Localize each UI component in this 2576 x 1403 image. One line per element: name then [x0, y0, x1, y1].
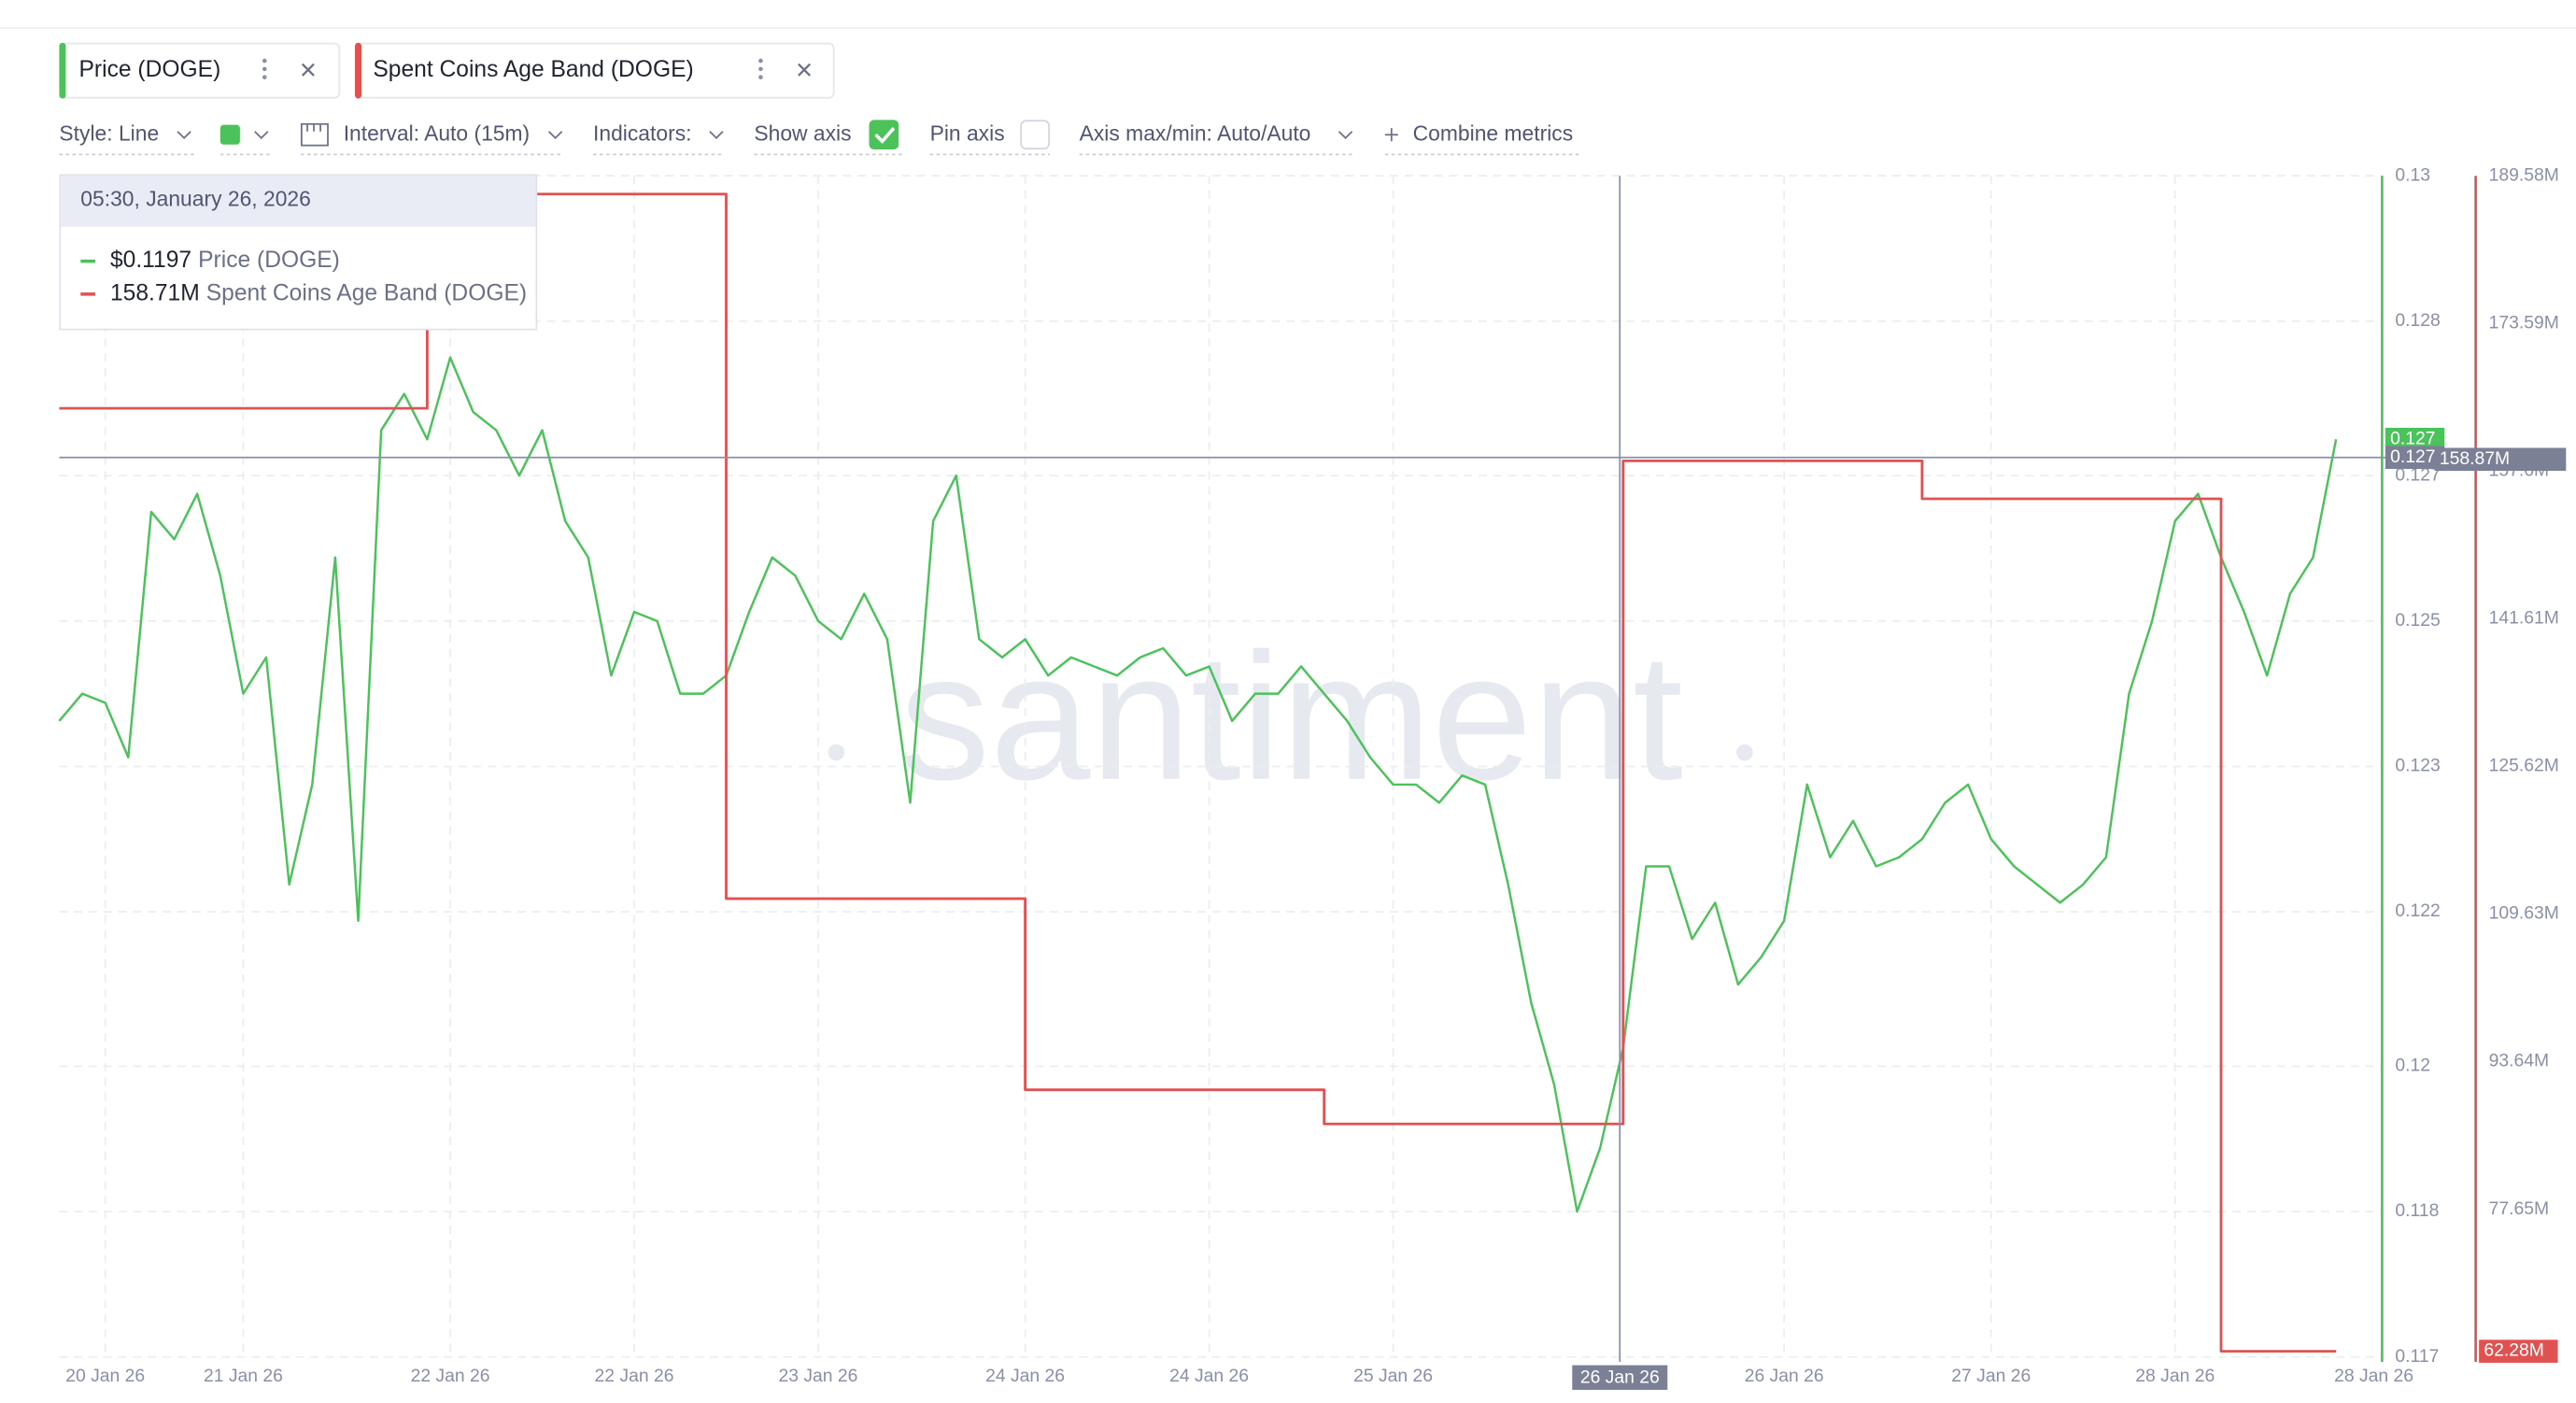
tooltip-value: 158.71M	[110, 280, 200, 305]
chevron	[709, 131, 724, 139]
chevron	[254, 131, 269, 139]
interval-select[interactable]: Interval: Auto (15m)	[344, 120, 530, 145]
y2-tick-label: 77.65M	[2489, 1198, 2549, 1219]
y-tick-label: 0.123	[2395, 756, 2440, 776]
crosshair-badge: 158.87M	[2440, 448, 2510, 469]
y2-tick-label: 173.59M	[2489, 312, 2559, 333]
x-tick-label: 27 Jan 26	[1951, 1366, 2031, 1386]
tab-close[interactable]	[301, 63, 315, 77]
interval-icon	[300, 122, 329, 147]
y2-tick-label: 125.62M	[2489, 756, 2559, 776]
x-tick-label: 24 Jan 26	[1169, 1366, 1249, 1386]
x-tick-label: 22 Jan 26	[411, 1366, 490, 1386]
x-tick-label: 25 Jan 26	[1353, 1366, 1433, 1386]
y-tick-label: 0.125	[2395, 610, 2440, 631]
tab-color	[355, 42, 362, 99]
y-tick-label: 0.128	[2395, 310, 2440, 331]
tooltip-series-name: Spent Coins Age Band (DOGE)	[206, 280, 527, 305]
crosshair-badge-bg	[2434, 447, 2567, 472]
x-tick-label: 24 Jan 26	[985, 1366, 1065, 1386]
plus-icon	[1384, 128, 1398, 142]
y-tick-label: 0.12	[2395, 1056, 2430, 1076]
y2-tick-label: 189.58M	[2489, 164, 2559, 185]
tab-color	[59, 42, 66, 99]
last-value-badge: 0.127	[2390, 428, 2435, 448]
chevron	[1338, 131, 1353, 139]
x-tick-label: 22 Jan 26	[595, 1366, 674, 1386]
y-tick-label: 0.127	[2395, 464, 2440, 485]
watermark-dot	[1736, 744, 1753, 761]
color-select[interactable]	[219, 124, 240, 145]
tooltip-header	[61, 176, 536, 227]
x-tick-label: 21 Jan 26	[204, 1366, 283, 1386]
x-tick-label: 26 Jan 26	[1745, 1366, 1824, 1386]
plot-area: santiment0.130.1280.1270.1250.1230.1220.…	[58, 164, 2567, 1390]
tooltip-date: 05:30, January 26, 2026	[80, 187, 311, 211]
last-value-badge-bg	[2479, 1339, 2558, 1363]
tooltip: 05:30, January 26, 2026 $0.1197 Price (DO…	[59, 174, 538, 331]
watermark-dot	[828, 744, 845, 761]
style-select[interactable]: Style: Line	[59, 120, 159, 145]
chevron	[177, 131, 191, 139]
pin-axis-checkbox[interactable]	[1020, 120, 1050, 150]
y-tick-label: 0.117	[2395, 1346, 2439, 1367]
tooltip-series-name: Price (DOGE)	[198, 248, 340, 273]
interval-icon-ticks	[306, 124, 321, 132]
crosshair-x-badge: 26 Jan 26	[1580, 1368, 1660, 1388]
combine-metrics[interactable]: Combine metrics	[1413, 120, 1574, 145]
y-tick-label: 0.122	[2395, 900, 2440, 921]
metric-tab[interactable]: Price (DOGE)	[59, 42, 341, 99]
series-line	[58, 356, 2338, 1213]
tab-menu[interactable]	[758, 58, 763, 79]
tooltip-value: $0.1197	[110, 248, 191, 273]
y-tick-label: 0.13	[2395, 164, 2430, 185]
check-mark	[874, 127, 896, 144]
y-tick-label: 0.118	[2395, 1200, 2439, 1221]
tab-menu[interactable]	[262, 58, 267, 79]
x-tick-label: 28 Jan 26	[2334, 1366, 2413, 1386]
x-tick-label: 23 Jan 26	[779, 1366, 858, 1386]
y2-tick-label: 109.63M	[2489, 903, 2559, 924]
x-tick-label: 28 Jan 26	[2135, 1366, 2215, 1386]
show-axis-checkbox[interactable]	[869, 120, 899, 150]
chevron	[547, 131, 563, 139]
metric-tab[interactable]: Spent Coins Age Band (DOGE)	[355, 42, 835, 99]
show-axis-label[interactable]: Show axis	[754, 120, 851, 145]
last-value-badge: 62.28M	[2484, 1340, 2543, 1361]
x-tick-label: 20 Jan 26	[65, 1366, 145, 1386]
tab-label: Spent Coins Age Band (DOGE)	[373, 57, 693, 82]
axis-maxmin-select[interactable]: Axis max/min: Auto/Auto	[1080, 120, 1311, 145]
crosshair-badge: 0.127	[2390, 446, 2435, 467]
toolbar: Style: Line Interval: Auto (15m) Indicat…	[59, 120, 1581, 156]
crosshair-x-badge-bg	[1572, 1365, 1668, 1390]
tab-close[interactable]	[798, 63, 812, 77]
pin-axis-label[interactable]: Pin axis	[930, 120, 1005, 145]
tab-label: Price (DOGE)	[79, 57, 221, 82]
indicators-select[interactable]: Indicators:	[593, 120, 691, 145]
y2-tick-label: 93.64M	[2489, 1051, 2549, 1071]
y2-tick-label: 141.61M	[2489, 608, 2559, 629]
